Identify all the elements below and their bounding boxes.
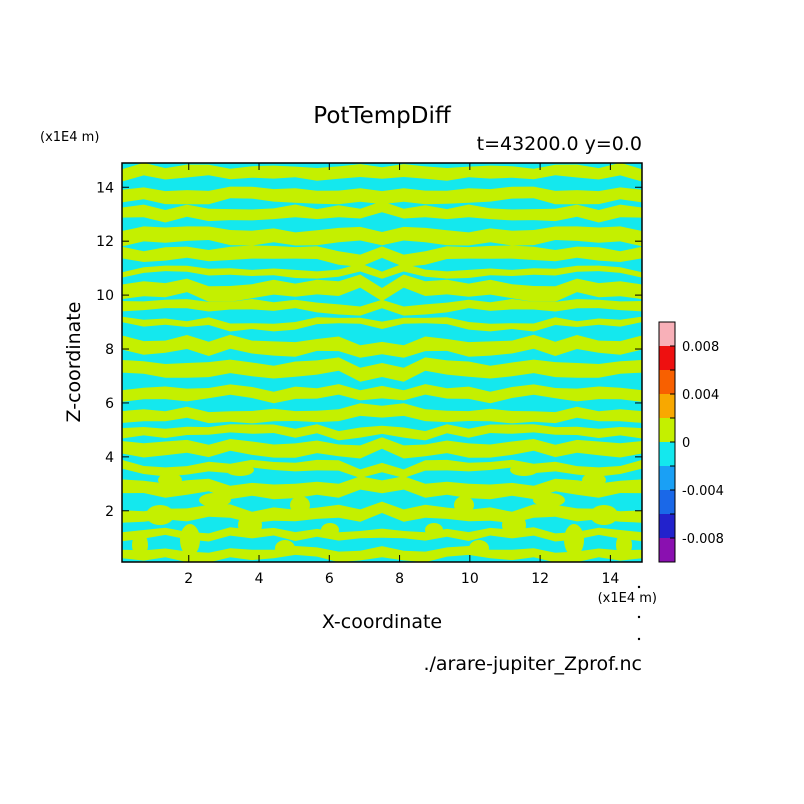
x-tick-label: 10 xyxy=(461,571,479,587)
x-tick-label: 4 xyxy=(255,571,264,587)
positive-band xyxy=(122,263,642,279)
colorbar-swatch xyxy=(659,442,675,466)
colorbar: -0.008 -0.004 0 0.004 0.008 xyxy=(658,321,724,563)
positive-blob xyxy=(226,464,254,476)
positive-blob xyxy=(275,540,295,556)
x-tick-label: 2 xyxy=(184,571,193,587)
positive-band xyxy=(122,201,642,223)
y-tick-label: 12 xyxy=(96,234,114,250)
positive-bands xyxy=(122,163,642,562)
positive-band xyxy=(122,245,642,267)
positive-blob xyxy=(158,473,182,487)
contour-field xyxy=(122,163,642,562)
y-tick-label: 10 xyxy=(96,288,114,304)
colorbar-swatch xyxy=(659,370,675,394)
positive-band xyxy=(122,476,642,500)
x-axis: 2 4 6 8 10 12 14 xyxy=(184,163,619,587)
positive-band xyxy=(122,384,642,404)
colorbar-swatch xyxy=(659,394,675,418)
positive-blob xyxy=(132,533,148,557)
x-tick-label: 8 xyxy=(395,571,404,587)
positive-blob xyxy=(502,513,526,537)
x-unit-label: (x1E4 m) xyxy=(598,591,657,606)
positive-blob xyxy=(590,505,618,525)
positive-band xyxy=(122,163,642,182)
colorbar-swatch xyxy=(659,322,675,346)
positive-band xyxy=(122,334,642,358)
y-tick-label: 14 xyxy=(96,180,114,196)
marker-dot xyxy=(637,585,641,589)
positive-band xyxy=(122,437,642,459)
y-tick-label: 4 xyxy=(105,450,114,466)
colorbar-label: 0.004 xyxy=(682,388,719,403)
x-axis-title: X-coordinate xyxy=(322,611,442,633)
positive-band xyxy=(122,424,642,441)
source-file-label: ./arare-jupiter_Zprof.nc xyxy=(423,653,642,675)
colorbar-label: 0.008 xyxy=(682,340,719,355)
marker-dot xyxy=(637,637,641,641)
positive-blob xyxy=(533,493,565,507)
positive-band xyxy=(122,274,642,302)
colorbar-label: 0 xyxy=(682,436,690,451)
chart-title: PotTempDiff xyxy=(313,103,452,129)
y-axis: 2 4 6 8 10 12 14 xyxy=(96,180,642,520)
y-tick-label: 8 xyxy=(105,342,114,358)
x-tick-label: 12 xyxy=(531,571,549,587)
colorbar-label: -0.008 xyxy=(682,532,724,547)
positive-blob xyxy=(321,523,339,537)
plot-frame xyxy=(121,162,643,563)
colorbar-swatch xyxy=(659,466,675,490)
colorbar-swatch xyxy=(659,490,675,514)
marker-dot xyxy=(637,615,641,619)
positive-band xyxy=(122,226,642,247)
x-tick-label: 6 xyxy=(325,571,334,587)
positive-blob xyxy=(199,493,231,507)
y-tick-label: 6 xyxy=(105,396,114,412)
positive-blob xyxy=(469,540,489,556)
y-axis-title: Z-coordinate xyxy=(63,302,85,423)
positive-blob xyxy=(616,533,632,557)
positive-band xyxy=(122,299,642,316)
positive-band xyxy=(122,357,642,382)
positive-band xyxy=(122,316,642,332)
positive-blob xyxy=(582,473,606,487)
x-tick-label: 14 xyxy=(601,571,619,587)
chart-subtitle: t=43200.0 y=0.0 xyxy=(477,133,642,155)
positive-blob xyxy=(290,496,310,514)
y-tick-label: 2 xyxy=(105,504,114,520)
positive-band xyxy=(122,186,642,205)
positive-band xyxy=(122,403,642,424)
positive-blob xyxy=(510,464,538,476)
colorbar-swatch xyxy=(659,514,675,538)
positive-band xyxy=(122,459,642,478)
positive-blob xyxy=(238,513,262,537)
positive-band xyxy=(122,546,642,562)
positive-blob xyxy=(180,524,200,556)
positive-blob xyxy=(564,524,584,556)
colorbar-swatch xyxy=(659,538,675,562)
positive-blob xyxy=(425,523,443,537)
colorbar-label: -0.004 xyxy=(682,484,724,499)
positive-blob xyxy=(146,505,174,525)
positive-blob xyxy=(454,496,474,514)
colorbar-swatch xyxy=(659,418,675,442)
colorbar-swatch xyxy=(659,346,675,370)
y-unit-label: (x1E4 m) xyxy=(40,130,99,145)
